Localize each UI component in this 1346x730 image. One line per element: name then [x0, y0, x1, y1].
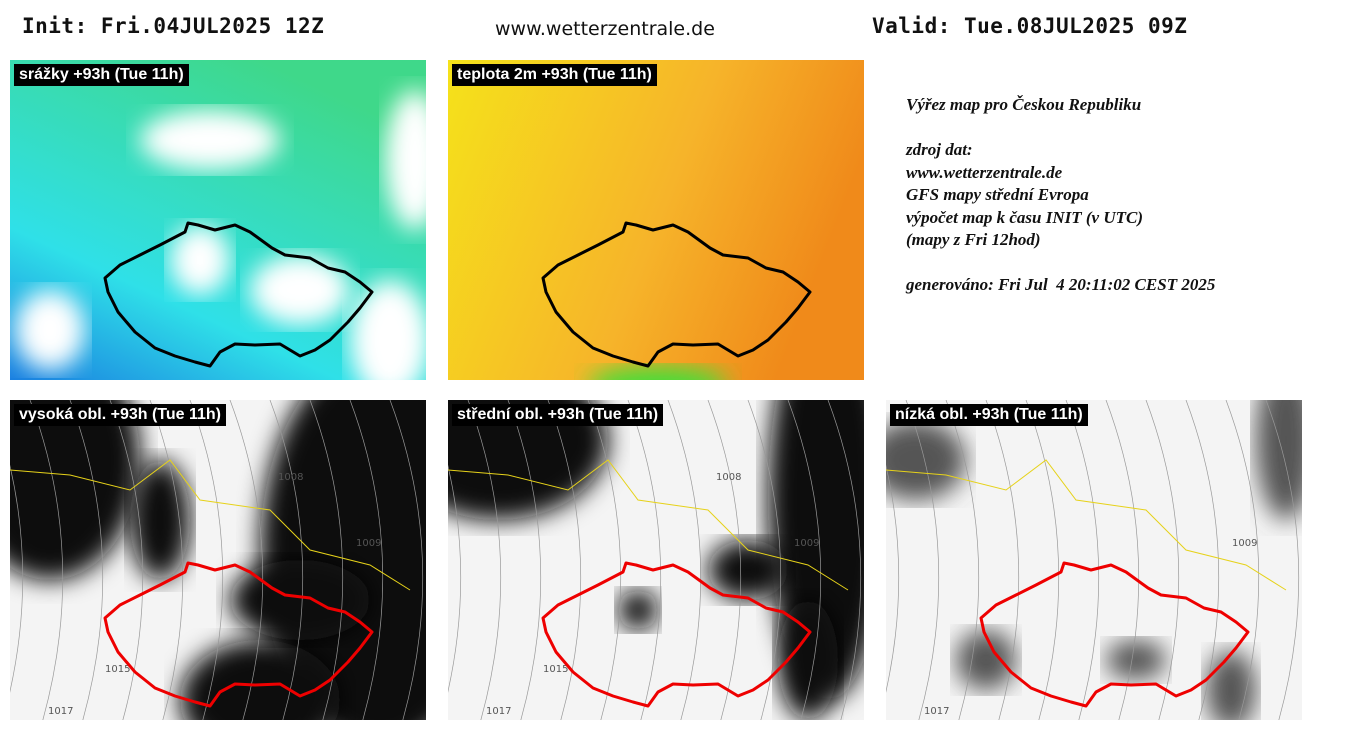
dry-area: [140, 110, 280, 170]
info-text: Výřez map pro Českou Republiku zdroj dat:…: [906, 94, 1215, 297]
isobar: [309, 400, 344, 720]
info-line: generováno: Fri Jul 4 20:11:02 CEST 2025: [906, 275, 1216, 294]
cloud-area: [618, 590, 658, 630]
panel-label: teplota 2m +93h (Tue 11h): [452, 64, 657, 86]
isobar-label: 1008: [278, 472, 303, 483]
cloud-area: [708, 540, 788, 600]
isobar: [627, 400, 662, 720]
map: [448, 60, 864, 380]
dry-area: [15, 290, 85, 370]
cloud-area: [230, 560, 370, 640]
info-line: www.wetterzentrale.de: [906, 162, 1063, 182]
map: 1009 1017: [886, 400, 1302, 720]
isobar: [985, 400, 1020, 720]
map: 1008 1009 1015 1017: [10, 400, 426, 720]
cloud-area: [130, 460, 190, 580]
dry-area: [350, 280, 426, 380]
info-line: zdroj dat:: [906, 140, 973, 159]
info-line: [906, 252, 1215, 275]
isobar: [905, 400, 940, 720]
isobar: [389, 400, 424, 720]
dry-area: [170, 225, 230, 295]
isobar-label: 1009: [356, 538, 381, 549]
isobar: [507, 400, 542, 720]
isobar-label: 1017: [924, 706, 949, 717]
isobar: [467, 400, 502, 720]
isobar: [29, 400, 64, 720]
isobar: [1185, 400, 1220, 720]
cool-area: [590, 367, 726, 380]
cloud-area: [10, 400, 140, 580]
panel-label: nízká obl. +93h (Tue 11h): [890, 404, 1088, 426]
isobar: [945, 400, 980, 720]
info-line: výpočet map k času INIT (v UTC): [906, 207, 1144, 227]
isobar: [109, 400, 144, 720]
isobar: [189, 400, 224, 720]
isobar-label: 1015: [543, 664, 568, 675]
border: [10, 459, 411, 591]
isobar-label: 1008: [716, 472, 741, 483]
isobar: [1265, 400, 1300, 720]
isobar: [707, 400, 742, 720]
info-line: Výřez map pro Českou Republiku: [906, 95, 1142, 114]
country-outline: [103, 561, 374, 708]
isobar: [149, 400, 184, 720]
panel-label: vysoká obl. +93h (Tue 11h): [14, 404, 226, 426]
init-time: Init: Fri.04JUL2025 12Z: [22, 14, 325, 38]
isobar: [1145, 400, 1180, 720]
isobar-label: 1017: [48, 706, 73, 717]
temp-field: [448, 60, 864, 380]
info-line: (mapy z Fri 12hod): [906, 230, 1041, 249]
isobar: [448, 464, 462, 693]
isobar-label: 1009: [794, 538, 819, 549]
map-panel: 1008 1009 1015 1017 střední obl. +93h (Tue 1…: [448, 400, 864, 720]
dry-area: [250, 255, 350, 325]
border: [448, 459, 849, 591]
site-name: www.wetterzentrale.de: [495, 18, 715, 40]
isobar: [1065, 400, 1100, 720]
map-panel: 1008 1009 1015 1017 vysoká obl. +93h (Tue 11…: [10, 400, 426, 720]
cloud-area: [956, 630, 1016, 690]
panel-label: střední obl. +93h (Tue 11h): [452, 404, 664, 426]
cloud-area: [180, 640, 340, 720]
isobar: [1225, 400, 1260, 720]
isobar-label: 1009: [1232, 538, 1257, 549]
isobar: [349, 400, 384, 720]
dry-area: [385, 90, 426, 230]
map: [10, 60, 426, 380]
country-outline: [979, 561, 1250, 708]
isobar: [547, 400, 582, 720]
cloud-area: [1106, 640, 1166, 680]
panel-label: srážky +93h (Tue 11h): [14, 64, 189, 86]
map-panel: srážky +93h (Tue 11h): [10, 60, 426, 380]
isobar: [69, 400, 104, 720]
isobar-label: 1015: [105, 664, 130, 675]
isobar-label: 1017: [486, 706, 511, 717]
cloud-area: [260, 400, 426, 720]
map-panel: teplota 2m +93h (Tue 11h): [448, 60, 864, 380]
info-line: [906, 117, 1215, 140]
isobar: [747, 400, 782, 720]
isobar: [269, 400, 304, 720]
valid-time: Valid: Tue.08JUL2025 09Z: [872, 14, 1188, 38]
isobar: [587, 400, 622, 720]
country-outline: [541, 221, 812, 368]
map: 1008 1009 1015 1017: [448, 400, 864, 720]
info-line: GFS mapy střední Evropa: [906, 185, 1089, 204]
country-outline: [103, 221, 374, 368]
isobar: [787, 400, 822, 720]
isobar: [1025, 400, 1060, 720]
cloud-area: [778, 600, 838, 720]
map-panel: 1009 1017 nízká obl. +93h (Tue 11h): [886, 400, 1302, 720]
isobar: [10, 464, 24, 693]
isobar: [827, 400, 862, 720]
country-outline: [541, 561, 812, 708]
border: [886, 459, 1287, 591]
cloud-area: [1256, 400, 1302, 520]
cloud-area: [886, 420, 966, 500]
isobar: [886, 464, 900, 693]
